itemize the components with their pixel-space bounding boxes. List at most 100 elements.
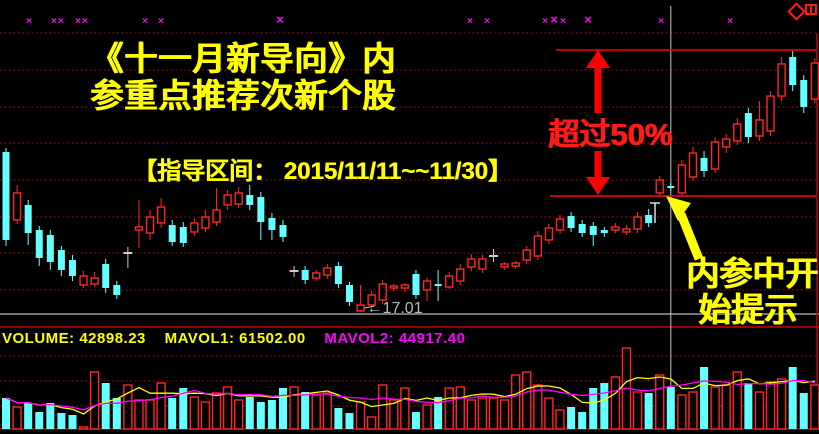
volume-bar-down [46, 403, 55, 429]
volume-bar-down [700, 367, 709, 429]
volume-bar-down [57, 413, 66, 429]
mavol1-line [5, 376, 815, 415]
mavol2-line [5, 379, 815, 411]
candlestick-up [156, 206, 166, 224]
down-arrow-shaft [594, 151, 602, 178]
candlestick-up [810, 62, 819, 100]
volume-bar-up [776, 378, 787, 430]
volume-bar-up [389, 399, 399, 430]
volume-bar-up [189, 396, 200, 430]
event-marker-x: × [58, 16, 64, 27]
candlestick-down [578, 224, 586, 234]
volume-bar-up [544, 397, 554, 430]
volume-bar-up [78, 426, 89, 430]
candlestick-down [345, 284, 353, 302]
candlestick-up [511, 262, 520, 267]
candlestick-down [246, 195, 254, 205]
volume-bar-up [710, 386, 720, 430]
candlestick-up [688, 152, 698, 178]
candlestick-down [434, 284, 442, 287]
volume-bar-down [799, 393, 808, 429]
candlestick-up [312, 272, 321, 279]
candlestick-down [113, 284, 121, 296]
volume-bar-up [533, 384, 543, 430]
volume-bar-up [366, 416, 377, 430]
event-marker-x: × [484, 16, 490, 27]
signal-arrow-shaft [676, 212, 704, 261]
candlestick-up [533, 235, 543, 257]
volume-bar-up [378, 384, 388, 430]
volume-bar-down [434, 397, 443, 429]
volume-bar-down [411, 412, 420, 429]
candlestick-up [677, 164, 687, 194]
volume-bar-up [12, 406, 22, 430]
candlestick-up [12, 192, 22, 221]
candlestick-down [102, 263, 110, 288]
volume-bar-down [24, 403, 33, 429]
candlestick-up [190, 222, 199, 233]
event-marker-x: × [158, 16, 164, 27]
volume-bar-down [179, 388, 188, 429]
volume-bar-up [156, 382, 166, 430]
candlestick-down [334, 266, 342, 285]
volume-bar-down [345, 413, 354, 429]
volume-bar-down [589, 388, 598, 429]
candlestick-up [766, 95, 775, 132]
candlestick-up [544, 227, 554, 241]
low-pointer [364, 305, 375, 309]
volume-bar-up [632, 391, 643, 430]
volume-bar-down [267, 400, 276, 429]
volume-bar-up [732, 371, 742, 430]
candlestick-up [201, 216, 210, 229]
volume-bar-down [788, 367, 797, 429]
candlestick-down [35, 230, 43, 258]
candlestick-down [268, 218, 276, 231]
candlestick-up [367, 294, 376, 306]
candlestick-down [744, 113, 752, 138]
event-marker-x: × [727, 16, 733, 27]
candlestick-down [301, 269, 309, 281]
candlestick-up [611, 226, 620, 231]
candlestick-up [145, 216, 155, 234]
candlestick-down [700, 157, 708, 172]
candlestick-up [755, 119, 764, 137]
volume-bar-up [754, 391, 765, 430]
candlestick-up [212, 209, 221, 223]
volume-bar-up [522, 371, 532, 430]
candlestick-up [622, 228, 631, 233]
event-marker-x: × [658, 16, 664, 27]
candlestick-up [555, 218, 565, 231]
candlestick-down [589, 225, 597, 235]
candlestick-down [57, 249, 65, 270]
volume-bar-down [101, 383, 110, 429]
volume-bar-up [200, 401, 211, 430]
volume-bar-up [677, 394, 687, 430]
volume-bar-up [123, 384, 133, 430]
volume-bar-up [211, 392, 222, 430]
volume-bar-up [233, 399, 244, 430]
candlestick-down [257, 196, 265, 223]
window-icon[interactable] [805, 4, 817, 15]
volume-bar-down [600, 383, 609, 429]
volume-bar-up [222, 386, 233, 430]
volume-bar-down [644, 393, 653, 429]
volume-bar-up [810, 384, 819, 430]
candlestick-up [633, 216, 642, 230]
volume-bar-up [134, 399, 144, 430]
candlestick-up [710, 141, 720, 170]
event-marker-x: × [26, 16, 32, 27]
candlestick-down [168, 225, 176, 243]
candlestick-up [422, 280, 432, 291]
volume-bar-up [400, 387, 410, 430]
candlestick-up [356, 304, 365, 312]
candlestick-down [567, 216, 575, 229]
candlestick-up [777, 63, 786, 97]
volume-bar-down [245, 397, 254, 429]
candlestick-up [389, 285, 398, 289]
volume-bar-up [721, 384, 731, 430]
event-marker-x: × [542, 16, 548, 27]
volume-bar-down [301, 392, 310, 429]
event-marker-x: × [82, 16, 88, 27]
